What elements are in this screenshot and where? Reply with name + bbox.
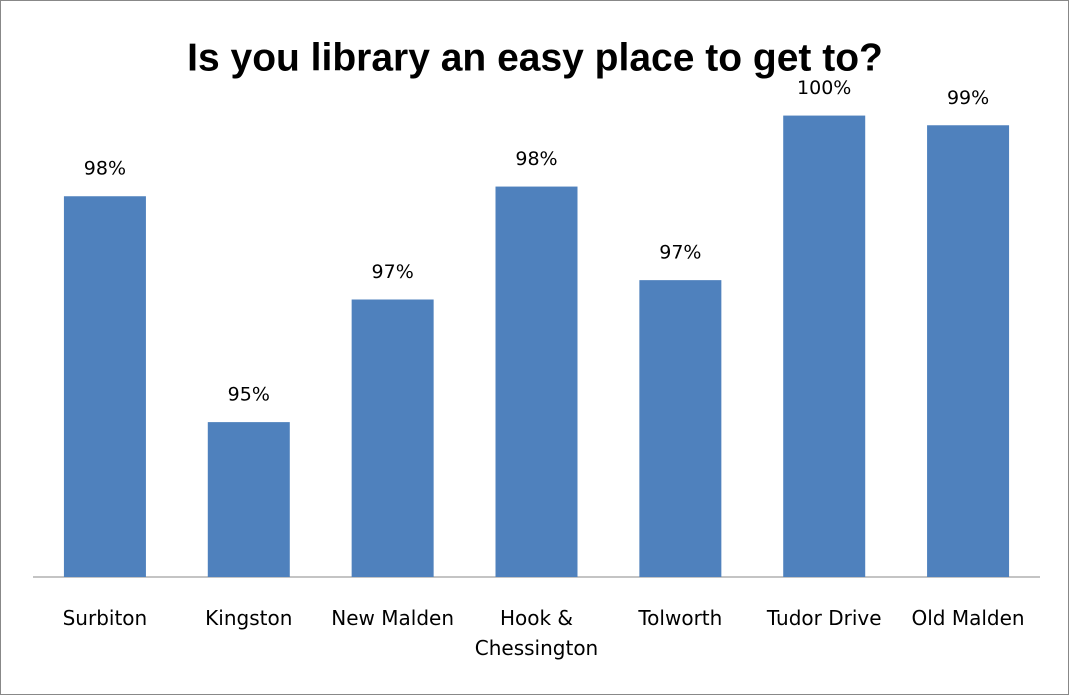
x-tick-label: Old Malden bbox=[911, 606, 1025, 630]
x-tick-label: Hook & Chessington bbox=[474, 606, 599, 660]
data-label: 97% bbox=[659, 242, 701, 264]
bar bbox=[783, 115, 866, 577]
bar bbox=[63, 196, 146, 577]
data-label: 95% bbox=[228, 384, 270, 406]
x-tick-label: Surbiton bbox=[62, 606, 148, 630]
chart-title: Is you library an easy place to get to? bbox=[187, 36, 883, 79]
x-tick-label: Tolworth bbox=[638, 606, 723, 630]
x-tick-label: Kingston bbox=[205, 606, 293, 630]
data-label: 98% bbox=[515, 148, 557, 170]
bar bbox=[495, 186, 578, 577]
bar bbox=[639, 280, 722, 577]
x-tick-label: New Malden bbox=[331, 606, 454, 630]
data-label: 98% bbox=[84, 158, 126, 180]
data-label: 100% bbox=[797, 77, 851, 99]
bar bbox=[207, 422, 290, 577]
bar bbox=[351, 299, 434, 577]
bar bbox=[927, 125, 1010, 578]
x-tick-label: Tudor Drive bbox=[766, 606, 882, 630]
data-label: 97% bbox=[372, 261, 414, 283]
data-label: 99% bbox=[947, 87, 989, 109]
